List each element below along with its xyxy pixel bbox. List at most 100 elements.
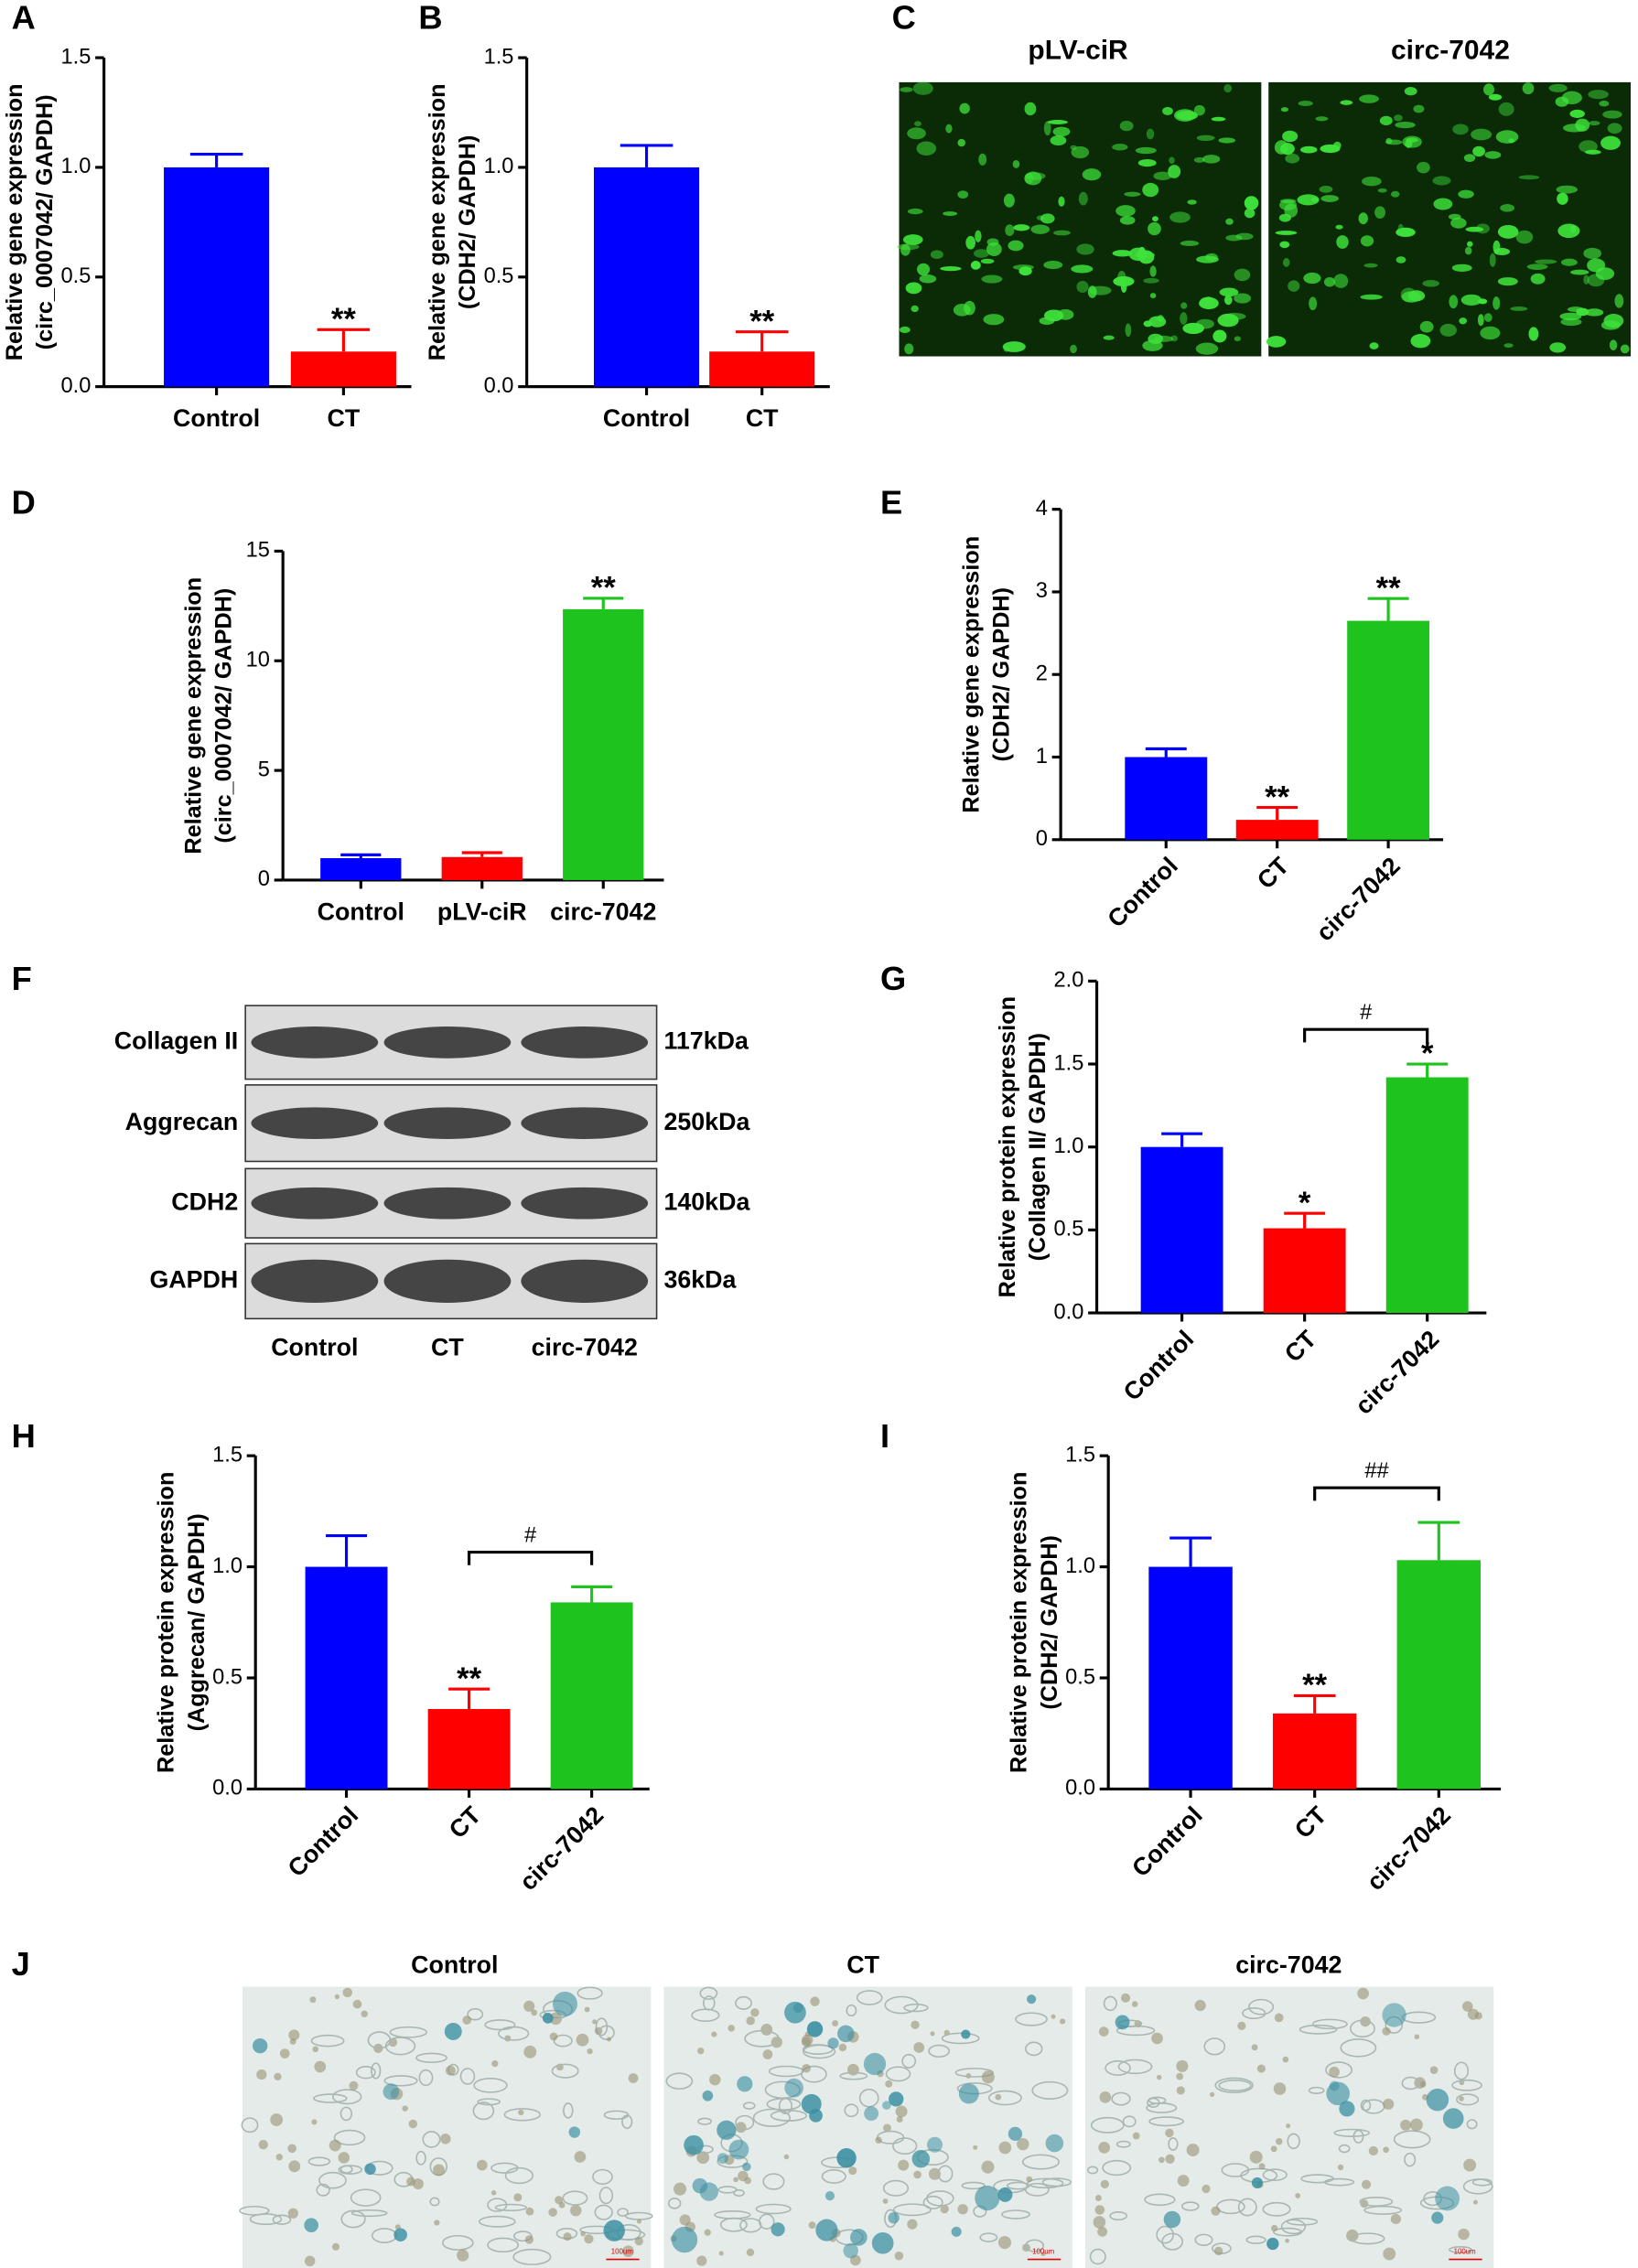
cell-body [288,2160,301,2173]
cell [1299,2024,1338,2035]
cell [1439,323,1457,337]
cell [1497,277,1518,286]
cell [1234,293,1252,304]
cell-body [674,2182,687,2196]
cell [1358,212,1368,225]
blot-size-label: 140kDa [663,1188,750,1215]
stained-cell [699,2182,719,2201]
cell-body [584,2234,594,2244]
cell-body [1026,2176,1033,2183]
cell-body [1472,2199,1478,2205]
cell [1052,126,1071,137]
cell [1493,296,1501,310]
y-tick-label: 0.0 [1065,1777,1095,1800]
significance-mark: * [1299,1186,1311,1220]
cell [970,261,981,270]
cell [313,2093,348,2103]
cell [1137,158,1157,167]
cell-body [574,2151,587,2163]
cell-body [440,2134,451,2144]
stained-cell [742,2162,751,2172]
cell-body [1211,2206,1221,2216]
cell [1599,100,1610,107]
y-tick-label: 1.5 [1053,1051,1083,1075]
cell [1287,2133,1300,2150]
cell [1401,2076,1420,2091]
cell [1112,250,1133,257]
cell [899,326,911,333]
cell [1560,317,1582,327]
cell [907,127,926,140]
stained-cell [252,2037,268,2054]
cell-body [1213,2246,1223,2256]
y-axis-label: Relative gene expression [181,577,207,855]
image-title: circ-7042 [1235,1951,1342,1978]
cell [473,2078,508,2093]
bar [1125,757,1208,840]
cell [1467,241,1473,247]
cell [1394,114,1403,122]
cell [318,2171,347,2189]
cell [1432,176,1451,186]
cell [959,102,970,114]
stained-cell [836,2148,857,2168]
error-bar [1256,806,1299,821]
cell [472,2101,495,2121]
cell-body [894,2252,904,2261]
cell [1168,2137,1179,2151]
cell [1001,2209,1030,2220]
cell-body [750,2008,760,2017]
cell [1379,115,1393,126]
image-title: circ-7042 [1391,36,1510,66]
cell [1340,100,1353,105]
cell-body [1329,2066,1340,2078]
cell-body [718,2251,724,2256]
cell [1146,128,1155,140]
stained-cell [926,2136,943,2153]
cell [310,2034,345,2048]
stained-cell [364,2163,376,2176]
bar [1385,1077,1469,1314]
x-tick-label: pLV-ciR [437,898,527,925]
cell [467,2007,484,2021]
bar [1347,620,1430,840]
cell-body [697,2048,705,2055]
cell-body [907,2219,918,2230]
cell [1498,102,1514,116]
cell [1148,316,1167,328]
cell-body [570,2204,582,2217]
y-axis-label: Relative protein expression [154,1472,179,1773]
cell [1044,309,1064,322]
stained-cell [1251,2177,1263,2188]
cell [1112,143,1128,151]
blot-row-label: GAPDH [149,1265,238,1293]
cell [1478,298,1488,305]
error-bar [1284,1211,1326,1229]
cell [1089,2248,1106,2265]
y-tick-label: 2.0 [1053,969,1083,993]
cell [1225,234,1243,242]
cell-body [412,2178,424,2190]
cell [1180,312,1188,325]
cell [801,2065,827,2083]
cell [941,2032,980,2045]
cell [1483,313,1493,322]
cell [350,2209,388,2218]
cell [1333,2128,1371,2137]
cell [1053,230,1071,236]
blot-band [251,1027,379,1059]
cell [1218,137,1235,144]
blot-lane-label: Control [271,1334,358,1361]
cell [1008,240,1024,252]
cell-body [746,2248,755,2257]
blot-band [251,1259,379,1304]
cell-body [523,2045,537,2058]
cell [1526,263,1548,270]
x-tick-label: circ-7042 [550,898,656,925]
error-bar [1406,1062,1449,1078]
cell [1395,122,1416,129]
cell-body [1282,2056,1289,2063]
cell [919,274,937,284]
cell [1170,335,1179,342]
y-axis-label: (circ_0007042/ GAPDH) [211,588,237,844]
